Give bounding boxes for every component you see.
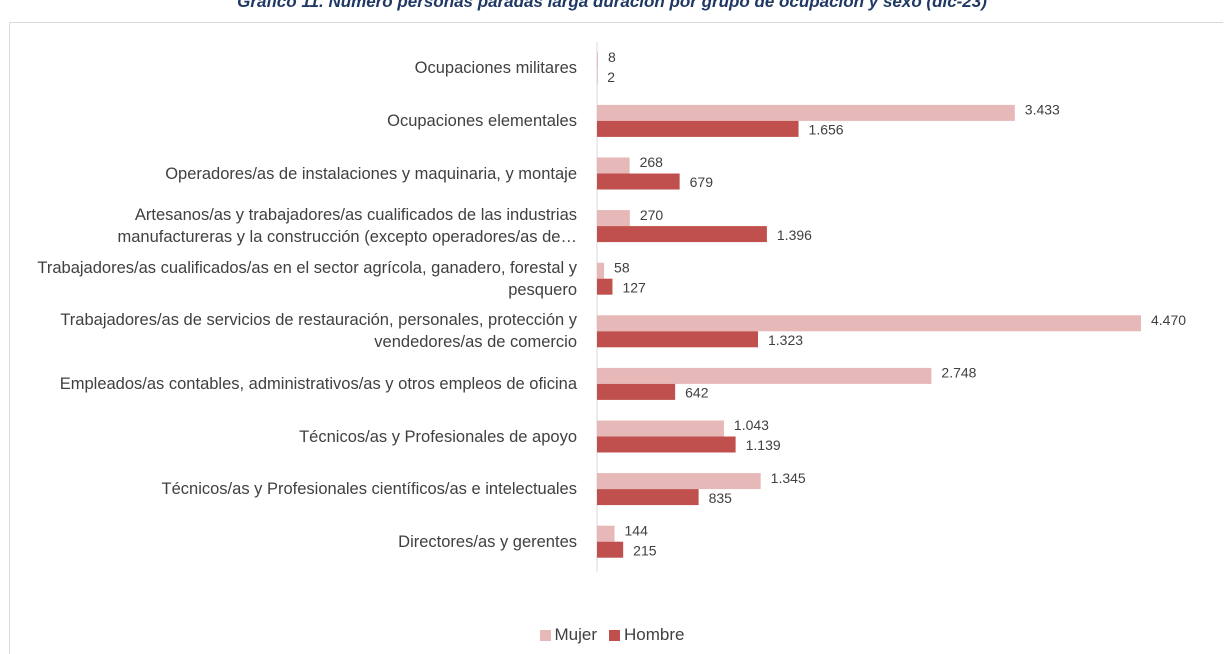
bar [597, 278, 613, 295]
bar [597, 157, 630, 174]
data-label: 3.433 [1025, 102, 1060, 118]
legend-item: Hombre [609, 625, 684, 645]
bar [597, 315, 1141, 332]
category-label: Técnicos/as y Profesionales de apoyo [299, 427, 577, 446]
category-label: Trabajadores/as cualificados/as en el se… [37, 258, 577, 299]
data-label: 268 [640, 154, 664, 170]
data-label: 4.470 [1151, 312, 1186, 328]
bar [597, 367, 932, 384]
data-label: 1.656 [809, 122, 844, 138]
data-label: 127 [622, 279, 646, 295]
data-label: 1.139 [746, 437, 781, 453]
legend-swatch [609, 629, 621, 641]
data-label: 1.323 [768, 332, 803, 348]
bar [597, 489, 699, 506]
chart-title: Gráfico 11. Número personas paradas larg… [237, 0, 987, 11]
bar [597, 436, 736, 453]
data-label: 8 [608, 49, 616, 65]
bar [597, 383, 676, 400]
category-label: Ocupaciones militares [414, 59, 577, 78]
data-label: 270 [640, 207, 664, 223]
data-label: 642 [685, 385, 709, 401]
bar [597, 52, 598, 69]
bar [597, 420, 724, 437]
bar [597, 331, 759, 348]
category-label: Ocupaciones elementales [387, 111, 577, 130]
bar [597, 210, 630, 227]
bar [597, 104, 1015, 121]
category-label: Directores/as y gerentes [398, 532, 577, 551]
bar [597, 120, 799, 137]
data-label: 1.396 [777, 227, 812, 243]
data-label: 2 [607, 69, 615, 85]
category-label: Trabajadores/as de servicios de restaura… [60, 311, 577, 352]
data-label: 58 [614, 259, 630, 275]
legend-label: Mujer [554, 625, 598, 644]
legend-item: Mujer [539, 625, 598, 645]
data-label: 835 [709, 490, 733, 506]
category-label: Empleados/as contables, administrativos/… [59, 374, 577, 393]
legend: Mujer Hombre [0, 625, 1224, 645]
category-label: Operadores/as de instalaciones y maquina… [165, 164, 577, 183]
data-label: 1.043 [734, 417, 769, 433]
bar [597, 473, 761, 490]
category-label: Técnicos/as y Profesionales científicos/… [161, 480, 577, 499]
data-label: 2.748 [941, 365, 976, 381]
bar [597, 541, 624, 558]
category-label: Artesanos/as y trabajadores/as cualifica… [117, 206, 578, 247]
data-label: 679 [690, 174, 714, 190]
bar [597, 173, 680, 190]
data-label: 1.345 [771, 470, 806, 486]
data-label: 215 [633, 542, 657, 558]
data-label: 144 [625, 522, 649, 538]
bar [597, 262, 605, 279]
bar [597, 525, 615, 542]
bar [597, 226, 767, 243]
legend-swatch [539, 629, 551, 641]
legend-label: Hombre [624, 625, 685, 644]
